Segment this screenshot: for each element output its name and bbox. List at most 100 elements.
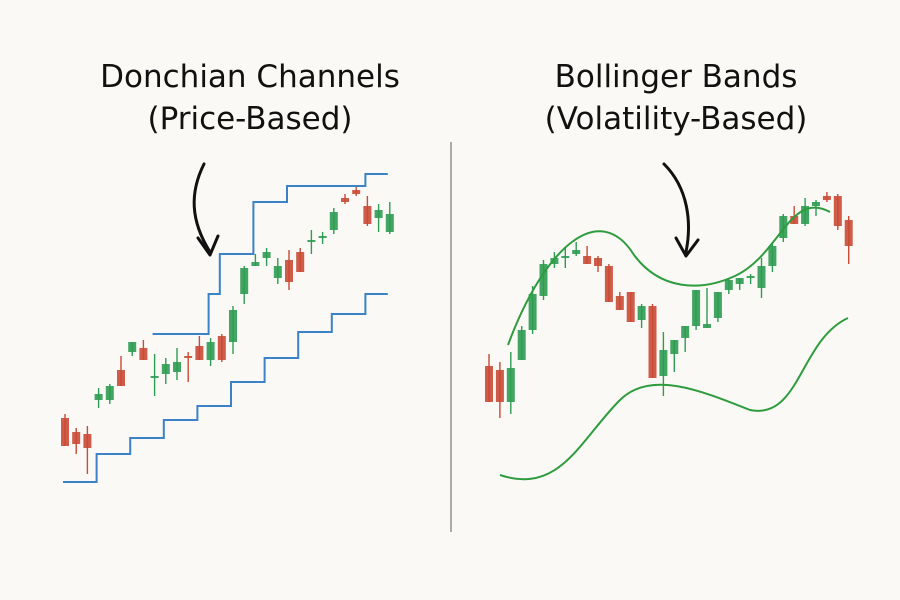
donchian-candle-body [94, 394, 103, 400]
bollinger-candle-body [768, 246, 777, 266]
bollinger-candle-body [692, 290, 701, 326]
bollinger-candle-body [757, 266, 766, 288]
bollinger-candle [681, 326, 690, 352]
bollinger-candle-body [801, 206, 810, 224]
bollinger-candle-body [572, 250, 581, 254]
donchian-candle-body [61, 418, 69, 446]
bollinger-candle-body [594, 258, 602, 266]
bollinger-candle [670, 340, 679, 372]
donchian-candle [285, 250, 293, 290]
donchian-candle [341, 194, 349, 204]
bollinger-candle [506, 352, 515, 414]
bollinger-candle-body [735, 278, 744, 284]
donchian-candle-body [385, 214, 394, 232]
bollinger-candle-body [812, 202, 820, 206]
bollinger-lower-band [499, 317, 849, 481]
donchian-candle-body [251, 262, 260, 266]
bollinger-candle-body [528, 294, 537, 330]
bollinger-candle [637, 304, 646, 328]
donchian-candle-body [117, 370, 125, 386]
donchian-candle [352, 186, 361, 196]
donchian-candle [374, 204, 383, 232]
bollinger-candle [757, 258, 766, 298]
donchian-candle-body [285, 260, 293, 282]
donchian-candle-body [105, 386, 114, 400]
donchian-candle [307, 230, 316, 254]
bollinger-arrow-icon [662, 162, 690, 254]
bollinger-candle [713, 292, 722, 322]
bollinger-candle [724, 278, 733, 294]
donchian-candle-body [296, 252, 305, 272]
bollinger-candle-body [583, 256, 592, 264]
donchian-upper-channel [152, 173, 388, 335]
bollinger-candle [844, 216, 853, 264]
donchian-candle [105, 384, 114, 404]
donchian-candle [273, 258, 282, 284]
donchian-candle [363, 196, 372, 226]
donchian-candle-body [139, 348, 148, 360]
bollinger-subtitle: (Volatility-Based) [544, 101, 808, 137]
donchian-title: Donchian Channels (Price-Based) [50, 56, 450, 140]
donchian-candle-body [307, 240, 316, 242]
bollinger-candle-body [485, 366, 493, 402]
bollinger-candle [604, 264, 613, 302]
bollinger-candle-body [506, 368, 515, 402]
donchian-candle [150, 354, 159, 396]
bollinger-candle-body [539, 264, 548, 296]
bollinger-chart [485, 192, 853, 481]
bollinger-candle [735, 278, 744, 290]
donchian-candle-body [352, 190, 361, 194]
donchian-candle [262, 248, 271, 266]
donchian-candle [161, 358, 170, 384]
bollinger-candle-body [517, 330, 526, 360]
donchian-candle-body [318, 236, 327, 238]
donchian-candle [184, 352, 193, 382]
bollinger-candle [746, 274, 755, 284]
donchian-candle [318, 232, 327, 244]
donchian-candle-body [128, 342, 137, 352]
bollinger-candle [517, 326, 526, 360]
donchian-candle [217, 334, 226, 362]
bollinger-candle [790, 206, 799, 224]
donchian-candle-body [229, 310, 237, 342]
donchian-candle [61, 414, 69, 446]
donchian-candle [139, 340, 148, 360]
bollinger-candle-body [670, 340, 679, 354]
bollinger-candle-body [615, 296, 624, 310]
bollinger-heading: Bollinger Bands [554, 59, 798, 95]
donchian-candle-body [240, 268, 249, 294]
donchian-candle [117, 356, 125, 386]
donchian-candle [83, 426, 92, 474]
donchian-candle-body [341, 198, 349, 202]
donchian-candle-body [329, 212, 338, 230]
bollinger-candle-body [561, 256, 570, 258]
bollinger-candle-body [833, 196, 842, 226]
bollinger-candle [626, 292, 635, 322]
bollinger-title: Bollinger Bands (Volatility-Based) [476, 56, 876, 140]
bollinger-candle-body [648, 306, 657, 378]
bollinger-candle-body [822, 196, 831, 200]
bollinger-candle [615, 292, 624, 310]
donchian-candle [72, 428, 81, 454]
bollinger-candle-body [604, 266, 613, 302]
donchian-candle-body [161, 364, 170, 374]
bollinger-candle-body [659, 350, 668, 376]
bollinger-upper-band [507, 206, 831, 346]
bollinger-candle [528, 286, 537, 334]
bollinger-candle [485, 354, 493, 402]
donchian-chart [61, 173, 394, 483]
donchian-candle [173, 348, 181, 380]
bollinger-candle-body [779, 216, 788, 238]
bollinger-candle [583, 246, 592, 264]
bollinger-candle [703, 288, 711, 328]
donchian-candle-body [273, 266, 282, 278]
donchian-candle-body [184, 356, 193, 358]
bollinger-candle [768, 244, 777, 272]
bollinger-candle-body [550, 258, 559, 264]
bollinger-candle-body [681, 326, 690, 338]
bollinger-candle [801, 198, 810, 226]
donchian-candle [251, 254, 260, 266]
bollinger-candle [561, 248, 570, 268]
bollinger-candle-body [713, 292, 722, 318]
